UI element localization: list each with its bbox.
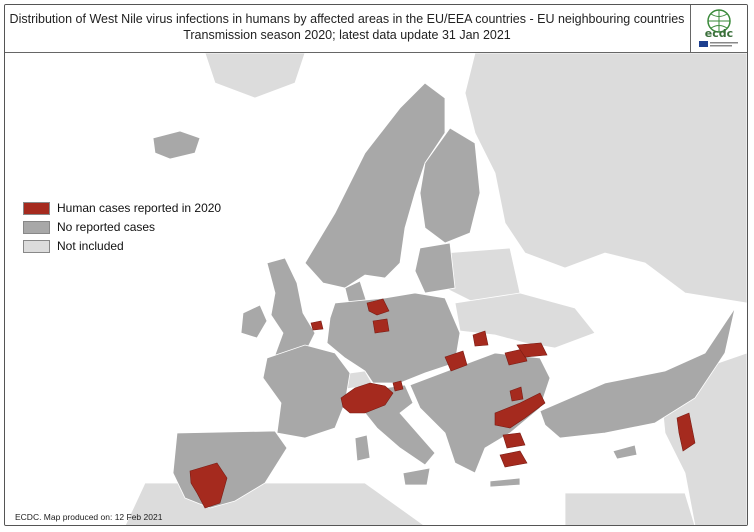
affected-areas: [189, 298, 696, 509]
map-credit: ECDC. Map produced on: 12 Feb 2021: [15, 512, 163, 522]
baltics: [414, 242, 456, 294]
greenland-region: [204, 53, 306, 99]
title-line-1: Distribution of West Nile virus infectio…: [9, 12, 685, 26]
affected-area-greece-south: [499, 450, 528, 468]
map-title: Distribution of West Nile virus infectio…: [5, 11, 689, 43]
legend-swatch-no-cases: [23, 221, 50, 234]
ecdc-logo-text: ecdc: [704, 27, 734, 40]
map-canvas: [5, 53, 747, 525]
legend-label-affected: Human cases reported in 2020: [57, 201, 222, 215]
affected-area-germany-east-1: [366, 298, 390, 316]
scandinavia: [304, 82, 446, 289]
egypt-region: [564, 492, 696, 525]
iceland: [152, 130, 201, 160]
ireland: [240, 304, 268, 339]
central-europe: [326, 292, 461, 384]
great-britain: [266, 257, 316, 356]
affected-area-hungary-1: [444, 350, 468, 372]
affected-area-romania-2: [516, 342, 548, 358]
no-cases-regions: [152, 82, 736, 509]
balkans: [409, 352, 551, 474]
globe-icon: [699, 9, 738, 47]
ukraine-region: [454, 292, 596, 349]
russia-north-region: [464, 53, 747, 304]
france: [262, 344, 351, 439]
map-header: Distribution of West Nile virus infectio…: [5, 5, 747, 53]
crete: [489, 477, 521, 488]
affected-area-romania-1: [504, 348, 528, 366]
legend-label-no-cases: No reported cases: [57, 220, 156, 234]
finland: [419, 127, 481, 244]
map-frame: Distribution of West Nile virus infectio…: [4, 4, 748, 526]
title-line-2: Transmission season 2020; latest data up…: [183, 28, 511, 42]
turkey: [539, 307, 736, 439]
affected-area-germany-east-2: [372, 318, 390, 334]
affected-area-slovenia: [392, 380, 404, 392]
affected-area-north-italy: [340, 382, 394, 414]
europe-map: [125, 53, 747, 525]
affected-area-israel: [676, 412, 696, 452]
affected-area-greece-attica: [502, 432, 526, 449]
sicily: [402, 467, 431, 486]
affected-area-greece-north: [494, 392, 546, 429]
affected-area-netherlands: [310, 320, 324, 331]
ecdc-logo: ecdc: [690, 5, 747, 52]
legend-swatch-not-included: [23, 240, 50, 253]
north-africa-region: [125, 482, 425, 525]
affected-area-bulgaria: [509, 386, 524, 402]
affected-area-spain-andalusia: [189, 462, 228, 509]
legend-swatch-affected: [23, 202, 50, 215]
sardinia: [354, 434, 371, 462]
affected-area-hungary-2: [472, 330, 489, 347]
legend-label-not-included: Not included: [57, 239, 124, 253]
cyprus: [612, 444, 638, 460]
